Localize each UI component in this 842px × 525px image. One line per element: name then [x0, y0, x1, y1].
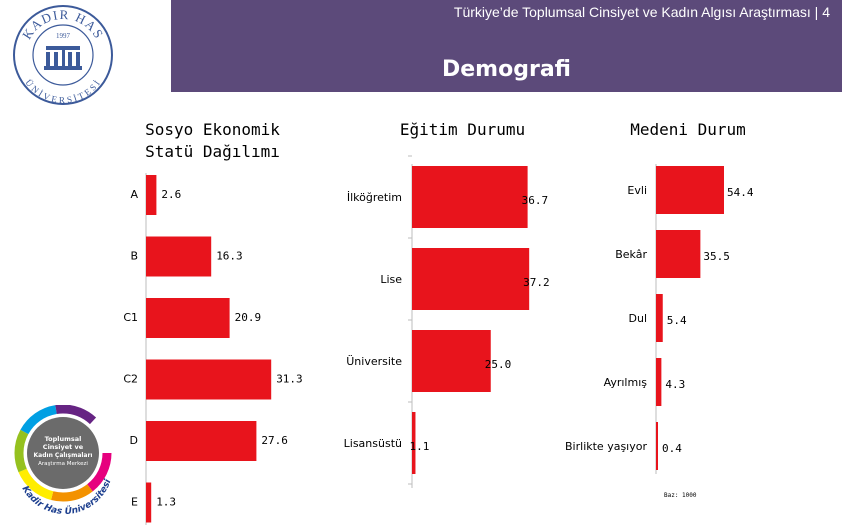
- category-label-1-5: E: [131, 496, 138, 509]
- value-label-1-3: 31.3: [276, 373, 303, 386]
- category-label-2-1: Lise: [380, 273, 402, 286]
- bar-2-1: [412, 248, 530, 310]
- category-label-3-0: Evli: [627, 184, 647, 197]
- value-label-3-2: 5.4: [667, 314, 687, 327]
- value-label-3-3: 4.3: [665, 378, 685, 391]
- logo-line-2: Cinsiyet ve: [43, 443, 84, 451]
- chart-2-title: Eğitim Durumu: [399, 120, 526, 139]
- chart-marital: Evli 54.4 Bekâr 35.5 Dul 5.4 Ayrılmış 4.3 Birlik…: [565, 164, 754, 474]
- value-label-3-1: 35.5: [703, 250, 730, 263]
- logo-line-3: Kadın Çalışmaları: [34, 452, 93, 459]
- logo-line-1: Toplumsal: [45, 435, 82, 443]
- value-label-2-0: 36.7: [522, 194, 549, 207]
- chart-1-title-line-2: Statü Dağılımı: [145, 142, 280, 161]
- chart-education: İlköğretim 36.7 Lise 37.2 Üniversite 25.0 Lisa…: [344, 155, 550, 488]
- bar-3-3: [656, 358, 662, 406]
- rainbow-ring-logo-icon: [14, 405, 112, 502]
- base-footnote: Baz: 1000: [664, 492, 697, 499]
- bar-2-2: [412, 330, 491, 392]
- university-seal-icon: KADIR HAS ÜNİVERSİTESİ 1997: [13, 5, 113, 105]
- value-label-1-2: 20.9: [235, 311, 262, 324]
- logo-line-4: Araştırma Merkezi: [38, 461, 88, 467]
- category-label-3-2: Dul: [629, 312, 648, 325]
- bar-1-4: [146, 421, 257, 461]
- section-title: Demografi: [442, 57, 571, 82]
- category-label-3-3: Ayrılmış: [604, 376, 648, 389]
- bar-1-2: [146, 298, 230, 338]
- category-label-1-3: C2: [123, 373, 138, 386]
- bar-3-2: [656, 294, 663, 342]
- category-label-1-0: A: [130, 188, 138, 201]
- chart-1-title-line-1: Sosyo Ekonomik: [145, 120, 280, 139]
- category-label-2-0: İlköğretim: [347, 191, 402, 204]
- category-label-1-1: B: [130, 250, 138, 263]
- bar-3-1: [656, 230, 701, 278]
- category-label-1-2: C1: [123, 311, 138, 324]
- bar-1-1: [146, 236, 212, 277]
- chart-3-title: Medeni Durum: [630, 120, 746, 139]
- seal-year: 1997: [56, 32, 71, 40]
- bar-1-0: [146, 175, 157, 215]
- category-label-3-1: Bekâr: [615, 248, 647, 261]
- value-label-1-0: 2.6: [161, 188, 181, 201]
- bar-1-3: [146, 359, 272, 400]
- value-label-2-2: 25.0: [485, 358, 512, 371]
- category-label-2-2: Üniversite: [346, 355, 402, 368]
- bar-3-0: [656, 166, 724, 214]
- category-label-2-3: Lisansüstü: [344, 437, 402, 450]
- value-label-2-3: 1.1: [409, 440, 429, 453]
- value-label-1-5: 1.3: [156, 496, 176, 509]
- value-label-2-1: 37.2: [523, 276, 550, 289]
- bar-3-4: [656, 422, 658, 470]
- value-label-1-1: 16.3: [216, 250, 243, 263]
- chart-ses: A 2.6 B 16.3 C1 20.9 C2 31.3 D 27.6 E 1.3: [123, 173, 303, 525]
- page-title: Türkiye’de Toplumsal Cinsiyet ve Kadın A…: [453, 4, 830, 20]
- category-label-3-4: Birlikte yaşıyor: [565, 440, 647, 453]
- bar-1-5: [146, 482, 152, 523]
- value-label-1-4: 27.6: [261, 434, 288, 447]
- chart-1-title: Sosyo Ekonomik Statü Dağılımı: [110, 119, 315, 163]
- category-label-1-4: D: [130, 434, 138, 447]
- value-label-3-4: 0.4: [662, 442, 682, 455]
- bar-2-3: [412, 412, 416, 474]
- header-banner: Türkiye’de Toplumsal Cinsiyet ve Kadın A…: [171, 0, 842, 92]
- research-center-logo: Toplumsal Cinsiyet ve Kadın Çalışmaları …: [14, 405, 114, 515]
- value-label-3-0: 54.4: [727, 186, 754, 199]
- bar-2-0: [412, 166, 528, 228]
